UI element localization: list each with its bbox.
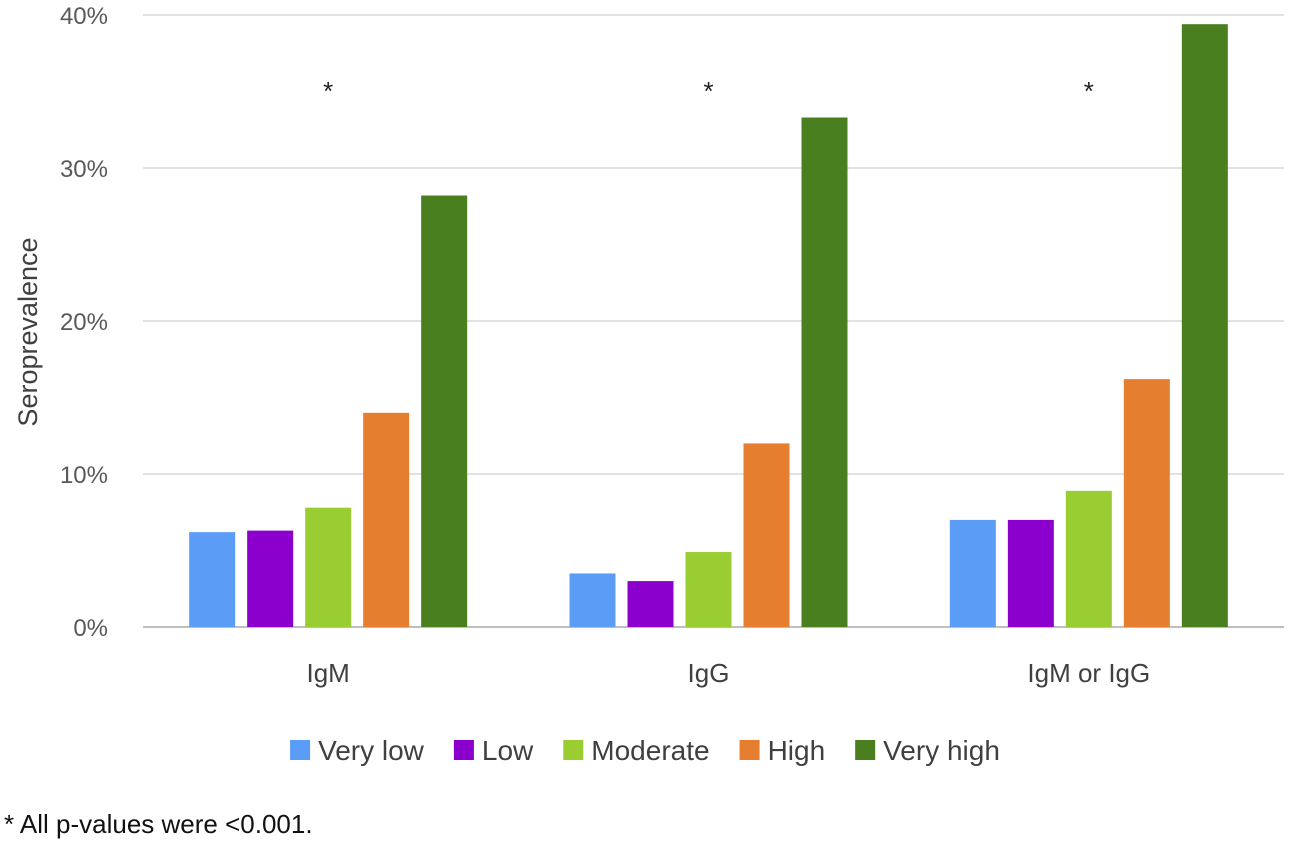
bar-very-low <box>189 532 236 627</box>
footnote: * All p-values were <0.001. <box>4 809 313 839</box>
bar-moderate <box>685 552 732 627</box>
legend-swatch-very-low <box>290 740 311 760</box>
bar-very-high <box>801 117 848 627</box>
x-axis-categories: IgM IgG IgM or IgG <box>306 658 1150 688</box>
legend-label-low: Low <box>482 735 534 766</box>
legend-label-very-high: Very high <box>883 735 1000 766</box>
bar-moderate <box>305 507 352 627</box>
y-tick-label: 40% <box>60 3 108 30</box>
bar-very-low <box>569 573 616 627</box>
legend-label-moderate: Moderate <box>591 735 709 766</box>
bar-low <box>1007 519 1054 627</box>
category-label: IgG <box>688 658 730 688</box>
bar-high <box>363 412 410 627</box>
category-label: IgM or IgG <box>1027 658 1150 688</box>
y-axis-ticks: 0% 10% 20% 30% 40% <box>60 3 108 642</box>
bar-high <box>1123 379 1170 627</box>
y-axis-label: Seroprevalence <box>13 237 43 426</box>
significance-asterisk: * <box>323 76 333 106</box>
significance-asterisk: * <box>1084 76 1094 106</box>
bar-very-low <box>949 519 996 627</box>
legend: Very low Low Moderate High Very high <box>290 735 1000 766</box>
legend-swatch-low <box>453 740 474 760</box>
y-tick-label: 20% <box>60 309 108 336</box>
bar-high <box>743 443 790 627</box>
category-label: IgM <box>306 658 349 688</box>
bar-moderate <box>1065 490 1112 627</box>
bar-very-high <box>1181 24 1228 628</box>
bar-low <box>247 530 294 627</box>
y-tick-label: 30% <box>60 156 108 183</box>
legend-swatch-very-high <box>855 740 876 760</box>
legend-label-very-low: Very low <box>318 735 425 766</box>
bar-very-high <box>421 195 468 628</box>
legend-swatch-high <box>739 740 760 760</box>
legend-label-high: High <box>768 735 826 766</box>
legend-swatch-moderate <box>563 740 584 760</box>
significance-asterisk: * <box>703 76 713 106</box>
y-tick-label: 0% <box>73 615 108 642</box>
significance-markers: * * * <box>323 76 1094 106</box>
bars <box>189 24 1228 628</box>
y-tick-label: 10% <box>60 462 108 489</box>
bar-low <box>627 581 674 627</box>
